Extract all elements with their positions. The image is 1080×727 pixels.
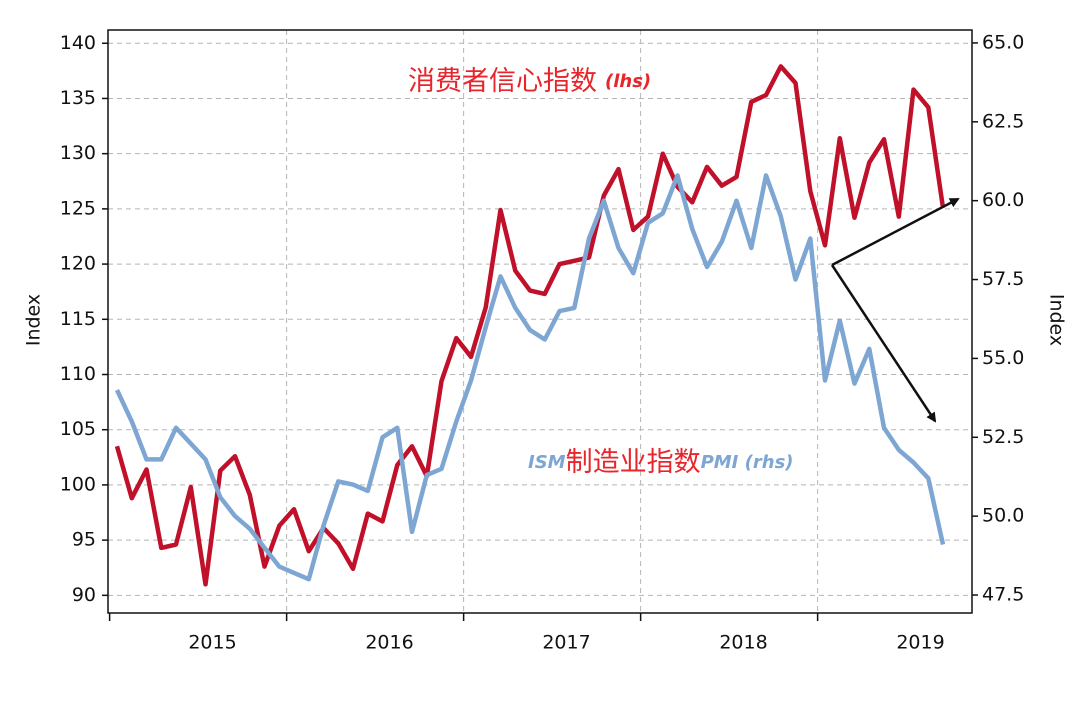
x-tick-label: 2018	[719, 632, 767, 654]
annotation-part: 制造业指数	[566, 447, 701, 478]
y-tick-label: 125	[60, 197, 96, 219]
annotation-part: ISM	[528, 452, 566, 473]
y-tick-label: 90	[72, 584, 96, 606]
y2-tick-label: 50.0	[982, 505, 1024, 527]
annotation-part: (lhs)	[605, 71, 651, 92]
y-tick-label: 105	[60, 418, 96, 440]
y2-axis-label: Index	[1046, 294, 1068, 346]
plot-area: 90 95 100 105 110 115 120 125 130 135 140 47.5 50.0 5…	[60, 29, 1024, 654]
y-tick-label: 135	[60, 87, 96, 109]
annotation-part: PMI (rhs)	[701, 452, 794, 473]
y-tick-label: 95	[72, 529, 96, 551]
y2-tick-label: 60.0	[982, 189, 1024, 211]
y2-tick-label: 47.5	[982, 584, 1024, 606]
series-line	[114, 64, 946, 587]
x-tick-label: 2016	[365, 632, 413, 654]
y-tick-label: 100	[60, 473, 96, 495]
annotation: ISM制造业指数PMI (rhs)	[528, 447, 794, 478]
y2-tick-label: 62.5	[982, 110, 1024, 132]
y-tick-label: 140	[60, 32, 96, 54]
y-tick-label: 120	[60, 253, 96, 275]
arrow	[830, 264, 937, 423]
y2-tick-label: 55.0	[982, 347, 1024, 369]
y-tick-label: 115	[60, 308, 96, 330]
y2-tick-label: 57.5	[982, 268, 1024, 290]
y2-tick-label: 65.0	[982, 31, 1024, 53]
annotation-part: 消费者信心指数	[408, 66, 597, 97]
y-tick-label: 110	[60, 363, 96, 385]
annotation: 消费者信心指数 (lhs)	[408, 66, 651, 97]
arrow	[831, 197, 960, 267]
x-tick-label: 2015	[188, 632, 236, 654]
y-axis-label: Index	[23, 294, 45, 346]
y2-tick-label: 52.5	[982, 426, 1024, 448]
plot-frame	[107, 29, 973, 614]
y-tick-label: 130	[60, 142, 96, 164]
x-tick-label: 2017	[542, 632, 590, 654]
series-line	[114, 173, 946, 582]
x-tick-label: 2019	[896, 632, 944, 654]
